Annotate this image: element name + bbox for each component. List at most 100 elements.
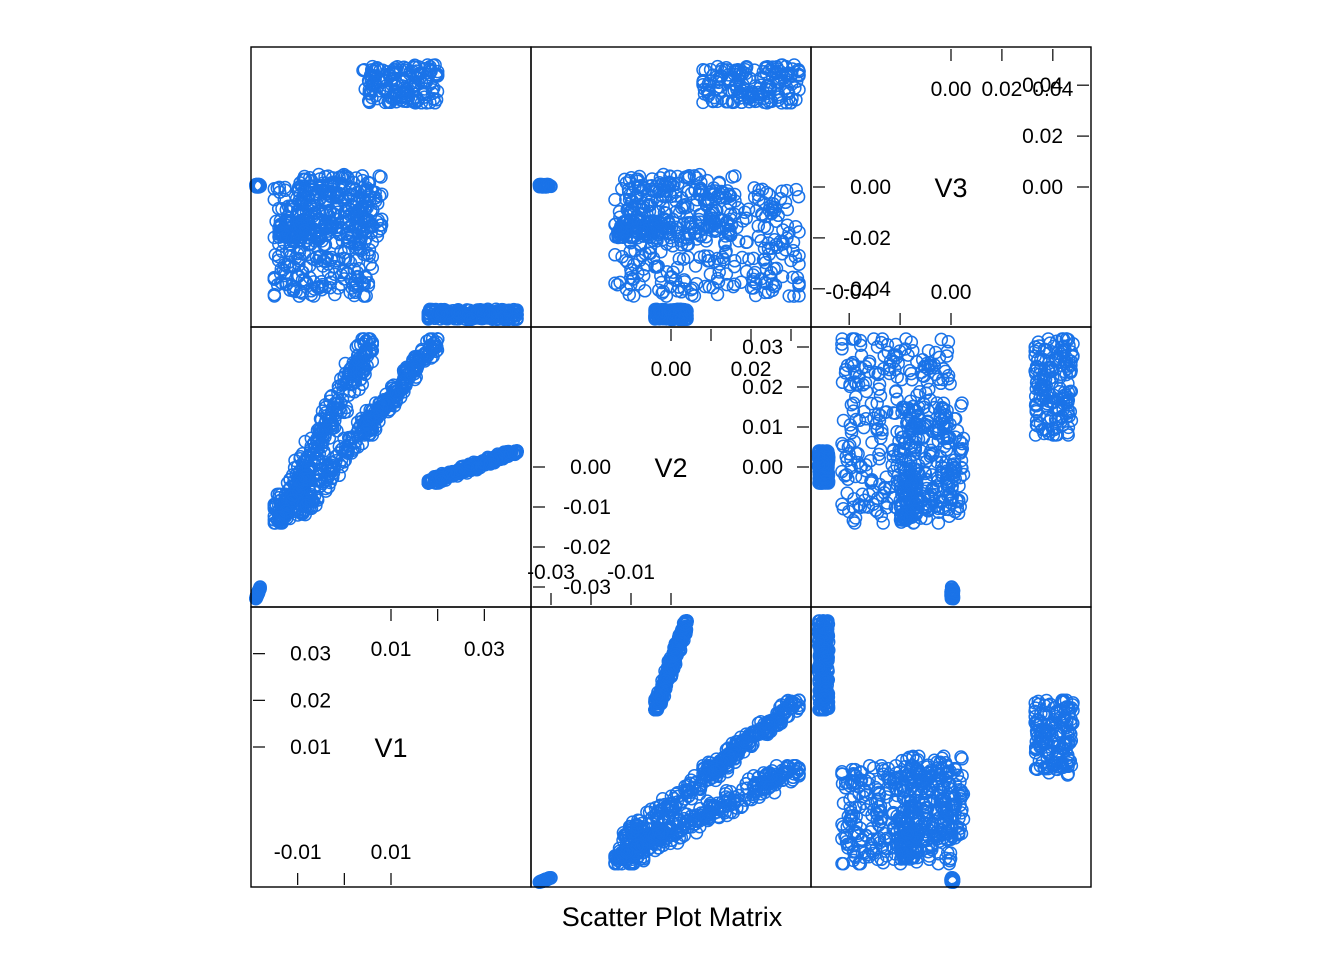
point-v1-v3: [391, 77, 405, 92]
point-v1-v2: [340, 444, 354, 458]
point-v1-v3: [378, 95, 393, 110]
point-v1-v3: [345, 281, 359, 295]
point-v1-v2: [292, 479, 307, 494]
point-v1-v3: [367, 75, 382, 90]
point-v1-v3: [389, 62, 404, 77]
point-v1-v2: [508, 447, 522, 462]
point-v1-v3: [365, 261, 380, 276]
point-v1-v3: [365, 77, 379, 91]
point-v1-v2: [398, 372, 413, 387]
point-v1-v2: [304, 493, 319, 508]
point-v1-v2: [483, 457, 498, 471]
point-v1-v2: [334, 378, 349, 392]
point-v1-v3: [393, 63, 408, 77]
point-v1-v2: [338, 443, 353, 457]
point-v1-v2: [344, 377, 358, 392]
point-v1-v2: [426, 339, 441, 353]
point-v1-v2: [314, 440, 329, 454]
point-v1-v2: [251, 584, 266, 599]
point-v1-v3: [304, 284, 318, 298]
point-v1-v2: [296, 505, 311, 519]
point-v1-v3: [483, 308, 498, 322]
point-v1-v2: [343, 436, 358, 450]
point-v1-v2: [338, 366, 353, 380]
point-v1-v2: [321, 412, 336, 426]
point-v1-v2: [349, 340, 364, 354]
point-v1-v3: [328, 236, 343, 250]
point-v1-v3: [434, 307, 448, 322]
point-v1-v3: [463, 312, 478, 327]
point-v1-v3: [347, 262, 361, 277]
point-v1-v2: [272, 510, 286, 525]
point-v1-v3: [403, 65, 417, 79]
point-v1-v3: [274, 262, 289, 276]
point-v1-v2: [350, 426, 364, 440]
point-v1-v3: [407, 78, 421, 92]
point-v1-v2: [506, 446, 521, 460]
point-v2-v3: [626, 289, 641, 303]
point-v1-v3: [328, 287, 342, 302]
point-v1-v2: [299, 498, 314, 513]
point-v2-v3: [608, 248, 622, 262]
point-v1-v3: [337, 245, 352, 260]
point-v1-v2: [310, 474, 324, 488]
point-v1-v2: [369, 408, 383, 423]
point-v1-v2: [400, 361, 415, 376]
point-v1-v3: [396, 94, 411, 108]
point-v1-v3: [398, 85, 413, 100]
point-v1-v3: [430, 84, 445, 99]
point-v1-v2: [285, 493, 300, 508]
point-v3-v1: [862, 758, 877, 773]
point-v1-v3: [362, 83, 377, 97]
point-v1-v3: [283, 283, 297, 297]
point-v1-v2: [320, 461, 335, 476]
point-v1-v2: [355, 366, 370, 380]
point-v1-v3: [314, 275, 329, 289]
point-v1-v3: [251, 180, 266, 194]
point-v1-v2: [293, 451, 307, 466]
point-v1-v2: [450, 465, 464, 480]
point-v1-v2: [307, 441, 321, 455]
point-v1-v3: [327, 267, 342, 281]
point-v1-v2: [463, 457, 478, 472]
point-v1-v2: [442, 466, 456, 480]
point-v1-v3: [318, 279, 333, 294]
point-v1-v2: [314, 425, 328, 439]
point-v2-v3: [791, 189, 806, 204]
point-v1-v2: [253, 582, 267, 596]
points-layer: [249, 58, 1080, 889]
point-v1-v2: [337, 405, 352, 420]
point-v1-v2: [326, 461, 340, 475]
point-v1-v2: [350, 353, 365, 367]
point-v1-v3: [423, 95, 437, 110]
point-v1-v3: [499, 304, 514, 318]
point-v1-v3: [470, 303, 485, 317]
point-v2-v3: [754, 234, 768, 248]
point-v1-v2: [407, 362, 421, 376]
point-v1-v2: [359, 416, 374, 430]
point-v1-v2: [430, 332, 445, 346]
point-v1-v2: [359, 424, 373, 439]
point-v1-v2: [300, 472, 315, 487]
point-v2-v3: [710, 287, 725, 302]
point-v1-v3: [423, 77, 438, 91]
point-v1-v2: [325, 416, 340, 430]
point-v1-v3: [352, 236, 367, 250]
point-v1-v3: [338, 252, 353, 266]
point-v1-v2: [391, 388, 405, 402]
point-v1-v2: [365, 337, 380, 352]
point-v1-v2: [334, 442, 349, 457]
point-v1-v3: [352, 262, 366, 276]
point-v2-v3: [739, 235, 753, 250]
point-v1-v3: [400, 63, 415, 77]
point-v1-v3: [362, 248, 376, 263]
point-v1-v3: [380, 65, 395, 79]
point-v1-v3: [268, 248, 283, 262]
point-v1-v2: [470, 461, 485, 475]
point-v1-v2: [298, 469, 312, 484]
point-v1-v3: [442, 305, 456, 320]
point-v1-v3: [357, 278, 371, 292]
point-v1-v3: [357, 63, 372, 77]
point-v1-v2: [341, 430, 356, 445]
